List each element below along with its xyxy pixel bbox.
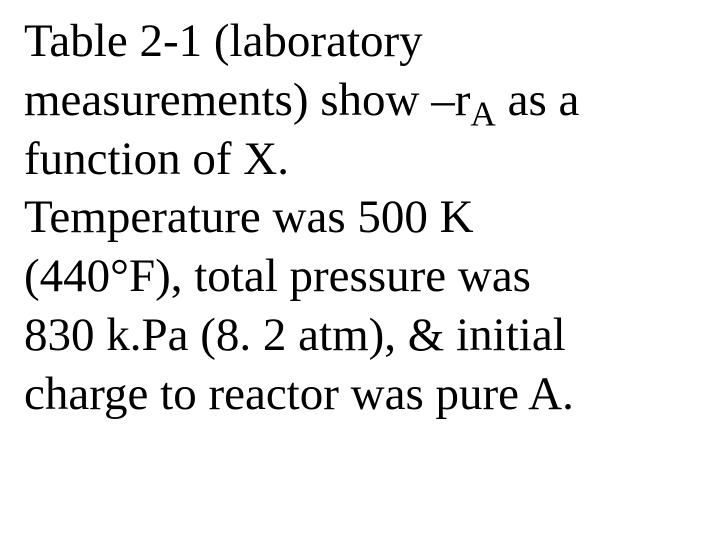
document-text: Table 2-1 (laboratory measurements) show… [24,12,696,423]
line-3: function of X. [24,130,696,189]
line-2-post: as a [496,74,580,126]
line-7: charge to reactor was pure A. [24,365,696,424]
subscript-a: A [470,94,495,133]
line-2-pre: measurements) show –r [24,74,470,126]
line-4: Temperature was 500 K [24,188,696,247]
line-2: measurements) show –rA as a [24,71,696,130]
line-6: 830 k.Pa (8. 2 atm), & initial [24,306,696,365]
line-5: (440°F), total pressure was [24,247,696,306]
line-1: Table 2-1 (laboratory [24,12,696,71]
